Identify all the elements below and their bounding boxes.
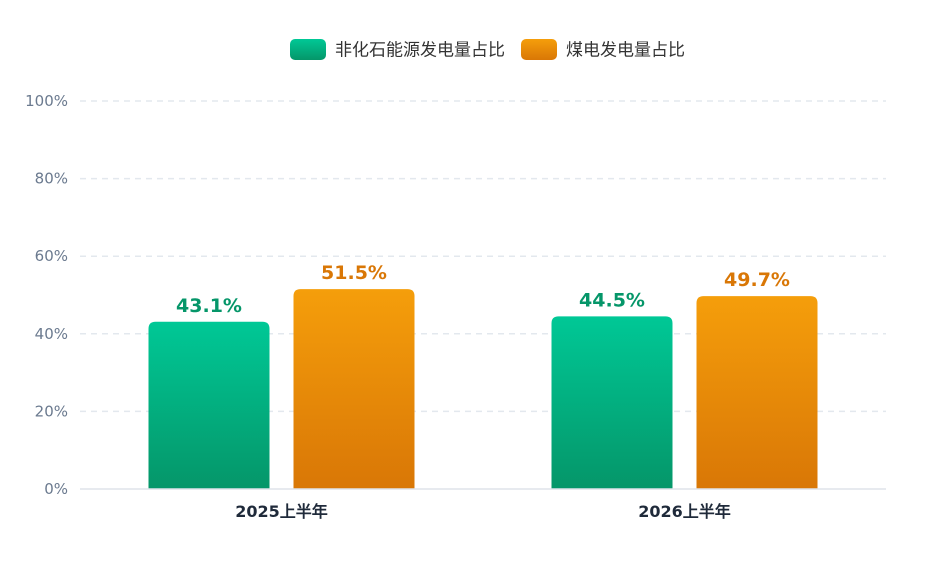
bar-non-fossil-1[interactable] xyxy=(551,316,673,489)
y-tick-label: 40% xyxy=(35,325,68,343)
x-category-label: 2025上半年 xyxy=(235,502,328,521)
bar-coal-0[interactable] xyxy=(293,289,415,489)
legend-swatch xyxy=(521,39,557,60)
data-label: 49.7% xyxy=(724,269,790,291)
data-label: 44.5% xyxy=(579,289,645,311)
y-axis: 0% 20% 40% 60% 80% 100% xyxy=(25,92,68,498)
data-label: 51.5% xyxy=(321,262,387,284)
y-tick-label: 60% xyxy=(35,247,68,265)
x-category-label: 2026上半年 xyxy=(638,502,731,521)
y-tick-label: 100% xyxy=(25,92,68,110)
legend-item-non-fossil[interactable]: 非化石能源发电量占比 xyxy=(290,39,505,61)
y-tick-label: 0% xyxy=(44,480,68,498)
bar-non-fossil-0[interactable] xyxy=(148,321,270,489)
legend-item-coal[interactable]: 煤电发电量占比 xyxy=(521,39,685,61)
bars: 43.1% 51.5% 44.5% 49.7% xyxy=(148,262,818,489)
y-tick-label: 20% xyxy=(35,402,68,420)
y-tick-label: 80% xyxy=(35,170,68,188)
legend-label: 非化石能源发电量占比 xyxy=(335,41,505,61)
legend-label: 煤电发电量占比 xyxy=(566,41,685,61)
data-label: 43.1% xyxy=(176,295,242,317)
legend-swatch xyxy=(290,39,326,60)
x-axis: 2025上半年 2026上半年 xyxy=(80,488,886,521)
bar-coal-1[interactable] xyxy=(696,296,818,489)
legend[interactable]: 非化石能源发电量占比 煤电发电量占比 xyxy=(290,39,685,61)
